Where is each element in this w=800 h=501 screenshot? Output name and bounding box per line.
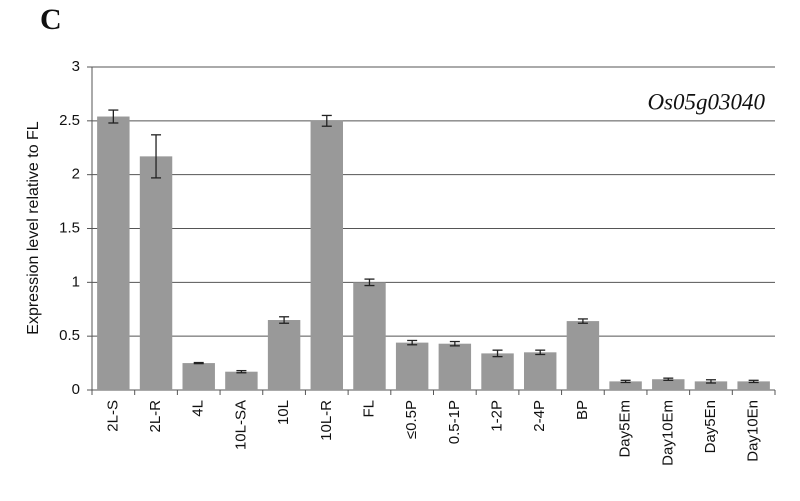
y-tick-label: 3 xyxy=(72,58,80,75)
error-bar xyxy=(193,361,204,365)
error-bar xyxy=(492,349,503,358)
x-tick-label: Day5En xyxy=(702,400,719,453)
error-bar xyxy=(620,379,631,384)
annotation: Os05g03040 xyxy=(647,89,765,114)
panel-label: C xyxy=(40,3,62,36)
bar xyxy=(652,379,685,390)
bar xyxy=(395,342,429,390)
bar xyxy=(353,282,386,390)
bar xyxy=(694,381,728,390)
x-tick-label: 10L-SA xyxy=(232,400,249,450)
y-tick-label: 2 xyxy=(72,166,80,183)
x-tick-label: Day5Em xyxy=(617,400,634,458)
x-tick-label: FL xyxy=(360,400,377,418)
y-axis-label: Expression level relative to FL xyxy=(25,121,42,335)
bar xyxy=(267,320,301,390)
bar xyxy=(310,120,344,390)
x-tick-label: 2L-R xyxy=(147,400,164,433)
error-bar xyxy=(108,109,119,124)
error-bar xyxy=(748,379,759,384)
error-bar xyxy=(705,379,716,384)
bar xyxy=(481,353,514,390)
x-tick-label: 1-2P xyxy=(489,400,506,432)
y-tick-label: 1.5 xyxy=(59,219,80,236)
bar xyxy=(566,321,600,390)
error-bar xyxy=(364,278,375,287)
error-bar xyxy=(236,369,247,374)
bar xyxy=(139,156,173,390)
bar xyxy=(225,371,258,390)
x-tick-label: Day10En xyxy=(745,400,762,462)
x-tick-label: 2L-S xyxy=(104,400,121,432)
x-tick-label: 0.5-1P xyxy=(446,400,463,444)
x-tick-label: 4L xyxy=(190,400,207,417)
y-tick-label: 0 xyxy=(72,381,80,398)
y-tick-label: 0.5 xyxy=(59,327,80,344)
error-bar xyxy=(449,340,460,347)
x-tick-label: BP xyxy=(574,400,591,420)
x-tick-label: Day10Em xyxy=(659,400,676,466)
error-bar xyxy=(151,134,162,179)
y-tick-label: 2.5 xyxy=(59,112,80,129)
error-bar xyxy=(321,114,332,127)
error-bar xyxy=(407,339,418,346)
bar xyxy=(182,363,215,390)
x-tick-label: ≤0.5P xyxy=(403,400,420,439)
error-bar xyxy=(279,316,290,324)
error-bar xyxy=(663,377,674,381)
bar xyxy=(523,352,557,390)
error-bar xyxy=(577,318,588,324)
bar xyxy=(609,381,642,390)
bar xyxy=(737,381,770,390)
x-tick-label: 10L-R xyxy=(318,400,335,441)
bar xyxy=(97,116,130,390)
x-tick-label: 10L xyxy=(275,400,292,425)
bar xyxy=(438,343,472,390)
y-tick-label: 1 xyxy=(72,273,80,290)
x-tick-label: 2-4P xyxy=(531,400,548,432)
error-bar xyxy=(535,349,546,356)
